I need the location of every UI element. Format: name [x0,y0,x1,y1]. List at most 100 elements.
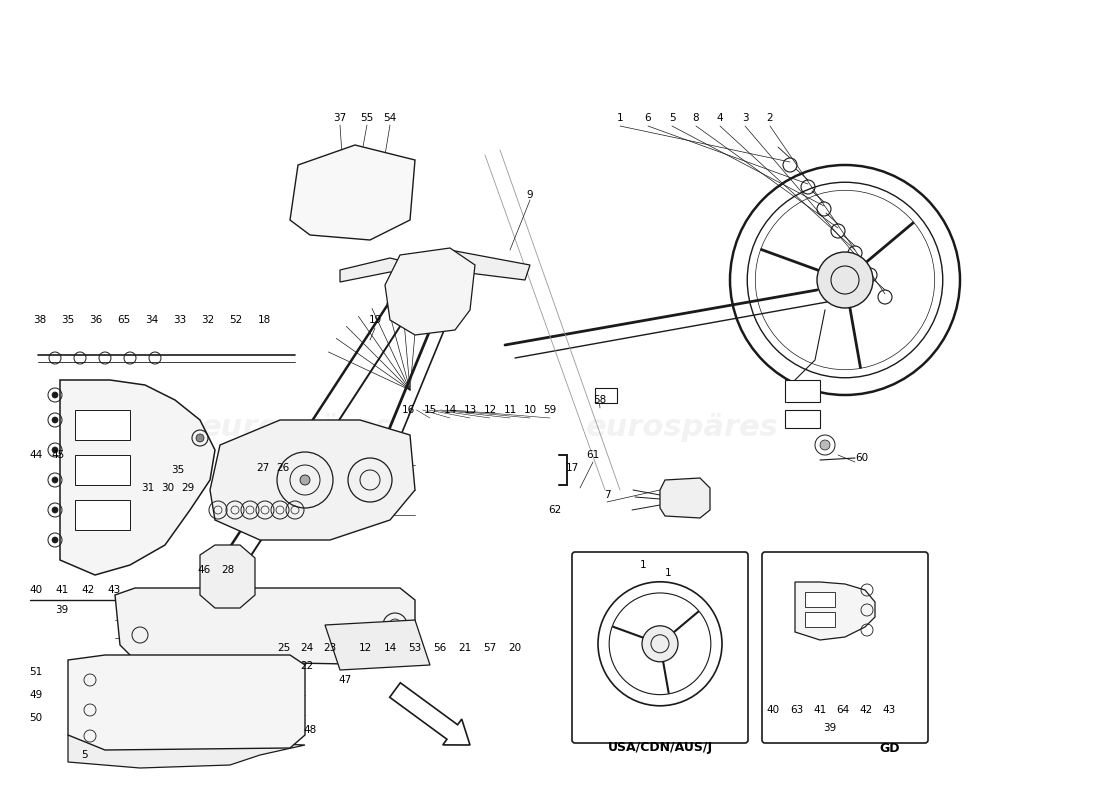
Text: 63: 63 [791,705,804,715]
Text: 57: 57 [483,643,496,653]
Text: 9: 9 [527,190,534,200]
Text: 1: 1 [617,113,624,123]
Text: 20: 20 [508,643,521,653]
Bar [785,410,820,428]
Text: 13: 13 [463,405,476,415]
Text: 42: 42 [81,585,95,595]
Text: 21: 21 [459,643,472,653]
Text: 56: 56 [433,643,447,653]
Polygon shape [385,248,475,335]
Text: 32: 32 [201,315,214,325]
Text: 35: 35 [62,315,75,325]
Text: 19: 19 [368,315,382,325]
Text: 40: 40 [30,585,43,595]
Text: 31: 31 [142,483,155,493]
FancyBboxPatch shape [572,552,748,743]
Text: 30: 30 [162,483,175,493]
Bar [75,455,130,485]
Text: 52: 52 [230,315,243,325]
Polygon shape [116,588,415,665]
Text: 1: 1 [640,560,647,570]
Text: 64: 64 [836,705,849,715]
Circle shape [52,392,58,398]
Polygon shape [210,420,415,540]
Bar [595,388,617,403]
Text: eurospäres: eurospäres [200,414,394,442]
Text: 24: 24 [300,643,313,653]
Text: 5: 5 [669,113,675,123]
Circle shape [820,440,830,450]
Text: 27: 27 [256,463,270,473]
Text: 36: 36 [89,315,102,325]
Polygon shape [324,620,430,670]
Text: 44: 44 [30,450,43,460]
Text: 38: 38 [33,315,46,325]
Text: 26: 26 [276,463,289,473]
Text: 39: 39 [55,605,68,615]
Circle shape [52,477,58,483]
Text: 43: 43 [108,585,121,595]
Circle shape [817,252,873,308]
Text: 15: 15 [424,405,437,415]
Text: 34: 34 [145,315,158,325]
Bar [75,500,130,530]
Text: 23: 23 [323,643,337,653]
Text: USA/CDN/AUS/J: USA/CDN/AUS/J [607,742,713,754]
Circle shape [300,475,310,485]
Text: 2: 2 [767,113,773,123]
Text: 41: 41 [55,585,68,595]
Text: 45: 45 [52,450,65,460]
Text: 62: 62 [549,505,562,515]
Polygon shape [60,380,215,575]
Text: 16: 16 [402,405,415,415]
Polygon shape [290,145,415,240]
Circle shape [52,537,58,543]
Text: 22: 22 [300,661,313,671]
FancyBboxPatch shape [762,552,928,743]
Text: 53: 53 [408,643,421,653]
Text: 43: 43 [882,705,895,715]
Text: 1: 1 [666,568,672,578]
Text: 39: 39 [824,723,837,733]
Text: 58: 58 [593,395,606,405]
Text: 5: 5 [81,750,88,760]
Polygon shape [795,582,874,640]
Text: 49: 49 [30,690,43,700]
Text: 14: 14 [443,405,456,415]
Text: 37: 37 [333,113,346,123]
Text: 6: 6 [645,113,651,123]
Bar [75,410,130,440]
Polygon shape [68,735,305,768]
Bar [785,380,820,402]
Text: 33: 33 [174,315,187,325]
Text: 12: 12 [359,643,372,653]
Text: 17: 17 [565,463,579,473]
Text: GD: GD [880,742,900,754]
Text: 41: 41 [813,705,826,715]
Text: eurospäres: eurospäres [585,414,779,442]
Circle shape [52,447,58,453]
Text: 42: 42 [859,705,872,715]
Text: 46: 46 [197,565,210,575]
Circle shape [196,434,204,442]
Text: 28: 28 [221,565,234,575]
Text: 14: 14 [384,643,397,653]
Bar [805,592,835,607]
Text: 25: 25 [277,643,290,653]
Text: 4: 4 [717,113,724,123]
Text: 29: 29 [182,483,195,493]
Text: 55: 55 [361,113,374,123]
Text: 60: 60 [855,453,868,463]
Circle shape [52,507,58,513]
Circle shape [52,417,58,423]
Text: 8: 8 [693,113,700,123]
Text: 12: 12 [483,405,496,415]
Text: 10: 10 [524,405,537,415]
Text: 59: 59 [543,405,557,415]
Text: 11: 11 [504,405,517,415]
Text: 51: 51 [30,667,43,677]
Bar [805,612,835,627]
Text: 40: 40 [767,705,780,715]
FancyArrow shape [389,682,470,745]
Text: 3: 3 [741,113,748,123]
